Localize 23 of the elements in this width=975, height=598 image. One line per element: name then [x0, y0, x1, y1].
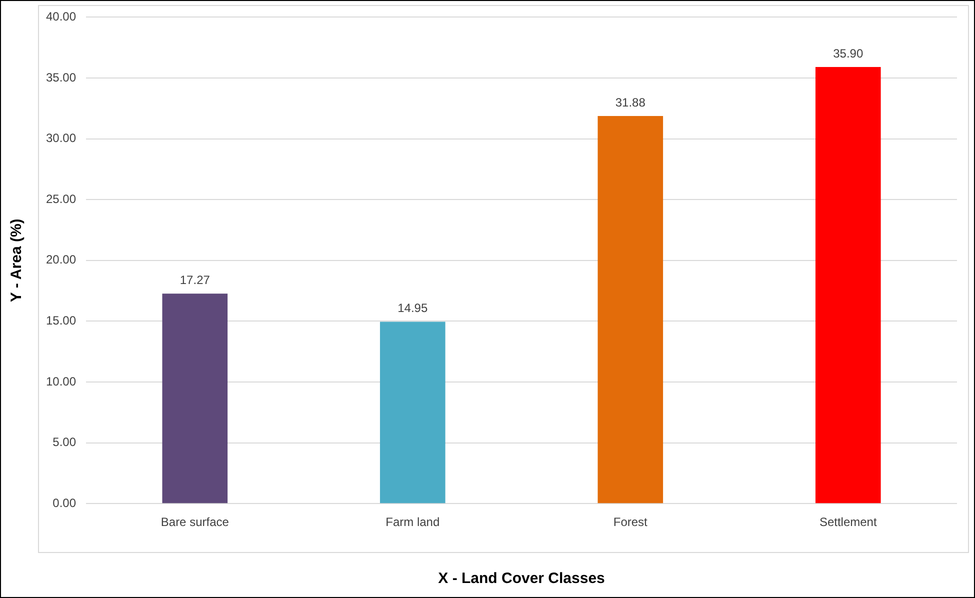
y-tick-label: 20.00: [46, 252, 76, 267]
y-tick-label: 0.00: [52, 496, 76, 510]
bar: [162, 294, 228, 504]
y-tick-label: 10.00: [46, 374, 76, 388]
y-tick-label: 25.00: [46, 192, 76, 206]
bar: [598, 116, 664, 504]
x-tick-label: Settlement: [819, 515, 878, 530]
bar: [380, 322, 446, 504]
x-tick-label: Farm land: [386, 515, 440, 530]
y-tick-label: 35.00: [46, 70, 76, 84]
data-label: 17.27: [180, 272, 210, 287]
y-tick-label: 40.00: [46, 10, 76, 24]
x-tick-label: Bare surface: [160, 515, 230, 530]
x-tick-label: Forest: [613, 515, 648, 530]
data-label: 35.90: [833, 46, 864, 60]
y-tick-label: 30.00: [46, 131, 76, 146]
bar: [815, 67, 881, 504]
data-label: 31.88: [615, 95, 646, 110]
y-tick-label: 15.00: [46, 314, 76, 328]
y-axis-title: Y - Area (%): [8, 218, 26, 302]
x-axis-title: X - Land Cover Classes: [438, 570, 605, 588]
data-label: 14.95: [398, 301, 428, 316]
y-tick-label: 5.00: [52, 435, 76, 450]
